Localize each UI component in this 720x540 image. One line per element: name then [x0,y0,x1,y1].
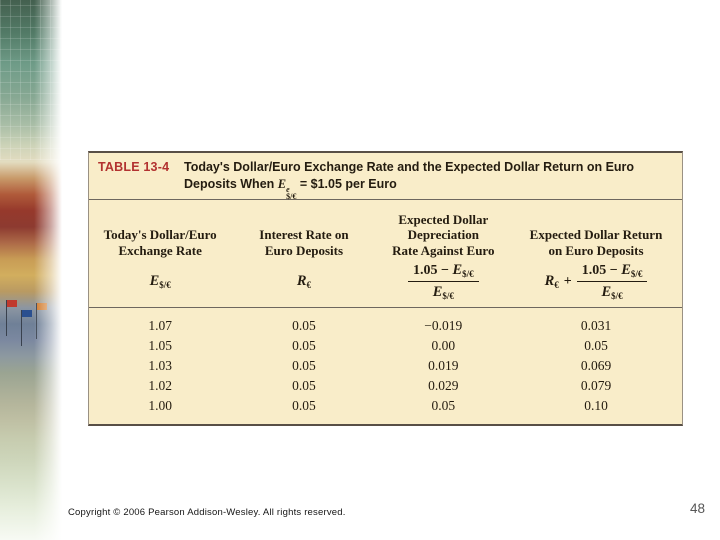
flag-icon [36,303,47,339]
table-title: Today's Dollar/Euro Exchange Rate and th… [184,160,635,201]
table-cell: 1.07 [148,318,172,333]
column-header-depreciation-rate: Expected Dollar Depreciation Rate Agains… [392,211,495,258]
table-cell: 0.029 [428,378,459,393]
table-cell: 0.05 [292,378,316,393]
table-cell: 0.10 [584,398,608,413]
table-row: 1.03 0.05 0.019 0.069 [89,356,682,376]
table-cell: 0.05 [431,398,456,413]
table-cell: −0.019 [424,318,463,333]
symbol-exchange-rate: E$/€ [149,273,171,290]
table-title-block: TABLE 13-4 Today's Dollar/Euro Exchange … [89,153,682,201]
column-header-expected-return: Expected Dollar Return on Euro Deposits [529,227,663,258]
table-row: 1.00 0.05 0.05 0.10 [89,396,682,416]
column-header-interest-rate: Interest Rate on Euro Deposits [259,227,349,258]
symbol-interest-rate: R€ [296,273,312,290]
table-cell: 0.031 [580,318,612,333]
formula-expected-return: R€ + 1.05 − E$/€ E$/€ [510,258,682,301]
table-row: 1.07 0.05 −0.019 0.031 [89,316,682,336]
decorative-sidebar-image [0,0,62,540]
table-row: 1.05 0.05 0.00 0.05 [89,336,682,356]
table-cell: 0.00 [431,338,456,353]
exchange-rate-table: TABLE 13-4 Today's Dollar/Euro Exchange … [88,151,683,426]
table-row: 1.02 0.05 0.029 0.079 [89,376,682,396]
table-cell: 1.00 [148,398,172,413]
table-cell: 1.02 [148,378,172,393]
table-header-row: Today's Dollar/Euro Exchange Rate Intere… [89,200,682,308]
table-cell: 0.079 [580,378,612,393]
page-number: 48 [690,501,706,516]
column-header-exchange-rate: Today's Dollar/Euro Exchange Rate [103,227,217,258]
flag-icon [6,300,17,336]
table-cell: 0.069 [580,358,612,373]
table-body: 1.07 0.05 −0.019 0.031 1.05 0.05 0.00 0.… [89,308,682,424]
table-cell: 0.05 [292,338,316,353]
table-cell: 0.05 [292,358,316,373]
formula-depreciation-rate: 1.05 − E$/€ E$/€ [377,258,510,301]
table-cell: 0.05 [292,318,316,333]
table-label: TABLE 13-4 [98,160,170,174]
table-cell: 0.05 [584,338,608,353]
flag-icon [21,310,32,346]
table-cell: 0.019 [428,358,459,373]
table-cell: 1.03 [148,358,172,373]
table-cell: 0.05 [292,398,316,413]
table-cell: 1.05 [148,338,172,353]
copyright-text: Copyright © 2006 Pearson Addison-Wesley.… [68,507,346,518]
